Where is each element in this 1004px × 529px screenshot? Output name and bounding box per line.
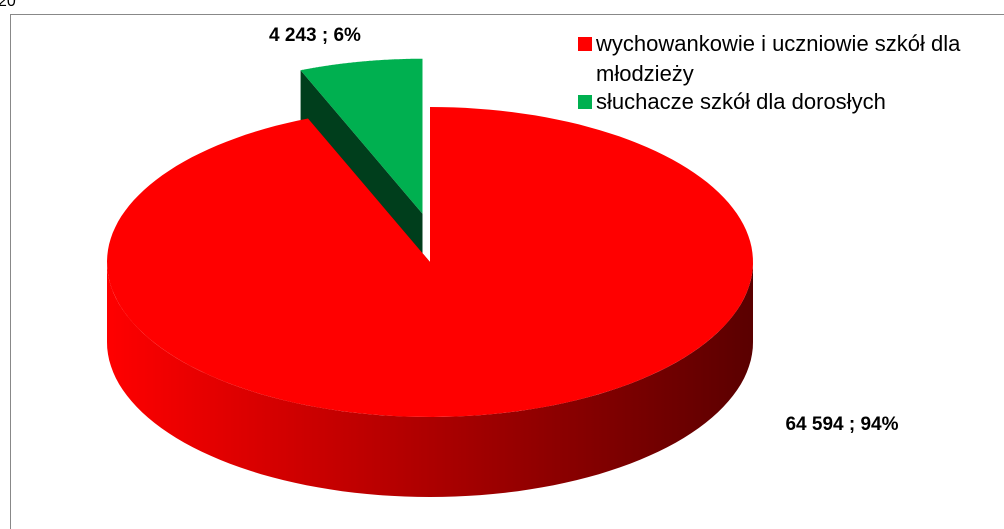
slice — [107, 107, 753, 417]
data-label: 64 594 ; 94% — [785, 414, 898, 435]
legend-label: słuchacze szkół dla dorosłych — [596, 89, 886, 114]
chart-title: 20 — [0, 0, 16, 10]
legend-label: wychowankowie i uczniowie szkół dla młod… — [596, 31, 961, 86]
pie — [107, 58, 753, 497]
legend-swatch — [578, 37, 592, 51]
slice-wall — [107, 262, 753, 497]
data-label: 4 243 ; 6% — [269, 25, 361, 46]
chart-frame — [10, 14, 1004, 529]
slice — [300, 58, 423, 214]
legend-swatch — [578, 95, 592, 109]
